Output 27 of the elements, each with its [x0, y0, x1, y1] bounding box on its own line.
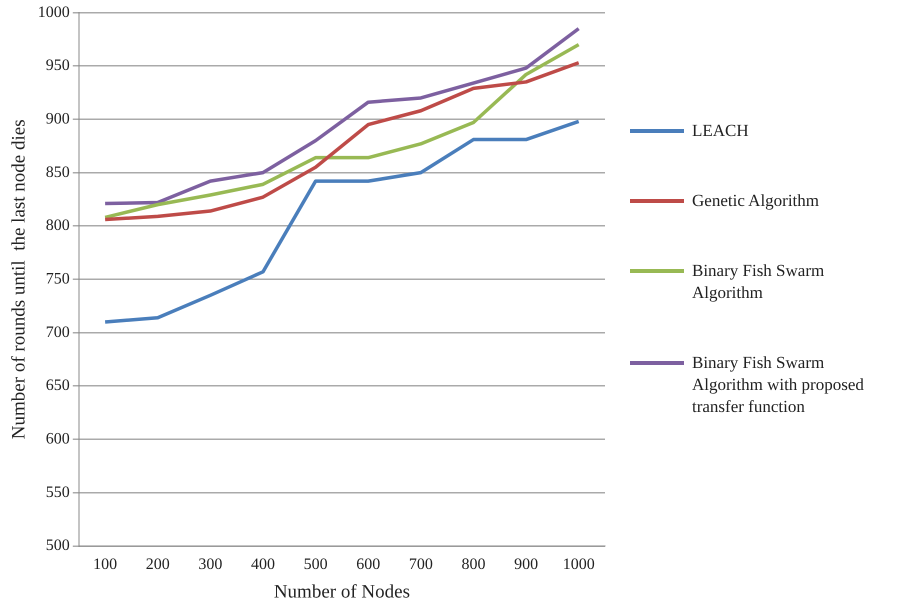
x-tick-label: 1000 [562, 556, 595, 573]
x-tick-label: 800 [461, 556, 486, 573]
y-axis-title: Number of rounds until the last node dies [8, 119, 30, 440]
legend-label: LEACH [692, 120, 749, 142]
x-tick-label: 100 [93, 556, 118, 573]
x-tick-label: 700 [408, 556, 433, 573]
y-tick-label: 800 [46, 217, 70, 234]
y-tick-label: 1000 [38, 4, 70, 21]
y-tick-label: 750 [46, 270, 70, 288]
legend-label: Binary Fish Swarm Algorithm with proposed transfer function [692, 352, 865, 418]
x-tick-label: 200 [146, 556, 170, 573]
y-tick-label: 550 [46, 484, 70, 501]
x-axis-title: Number of Nodes [274, 582, 410, 603]
x-tick-label: 500 [304, 556, 328, 573]
y-tick-label: 650 [46, 377, 70, 394]
x-tick-label: 600 [356, 556, 380, 573]
legend-label: Genetic Algorithm [692, 190, 820, 212]
y-tick-label: 700 [46, 324, 70, 341]
y-tick-label: 950 [46, 57, 70, 74]
legend-label: Binary Fish Swarm Algorithm [692, 260, 826, 304]
y-tick-label: 600 [46, 430, 70, 448]
y-tick-label: 850 [46, 164, 70, 181]
y-tick-label: 900 [46, 110, 70, 128]
y-tick-label: 500 [46, 537, 70, 554]
x-tick-label: 400 [250, 556, 275, 573]
x-tick-label: 900 [514, 556, 538, 573]
x-tick-label: 300 [198, 556, 222, 573]
